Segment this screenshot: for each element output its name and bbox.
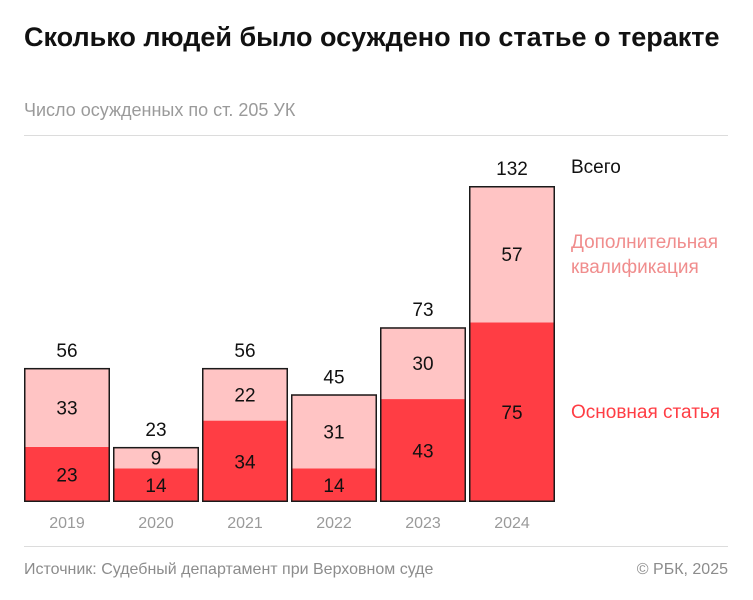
data-label: 22 — [234, 385, 255, 406]
bar-segment-main — [113, 468, 199, 502]
bar-segment-additional — [24, 367, 110, 447]
data-label: 43 — [412, 442, 433, 463]
bar-segment-main — [380, 399, 466, 502]
data-label: 23 — [56, 465, 77, 486]
divider — [24, 135, 728, 136]
data-label: 75 — [501, 403, 522, 424]
total-label: 132 — [496, 159, 528, 180]
bar-segment-main — [469, 322, 555, 502]
x-tick-label: 2021 — [227, 515, 263, 532]
legend-main: Основная статья — [571, 402, 720, 423]
bar-outline — [24, 367, 110, 502]
bar-segment-main — [24, 446, 110, 502]
data-label: 14 — [323, 476, 345, 497]
data-label: 31 — [323, 422, 344, 443]
total-label: 45 — [323, 367, 344, 388]
total-label: 23 — [145, 420, 166, 441]
legend-additional-line2: квалификация — [571, 257, 699, 278]
bar-segment-additional — [291, 394, 377, 469]
bar-segment-additional — [113, 446, 199, 469]
x-tick-label: 2020 — [138, 515, 174, 532]
total-label: 56 — [56, 341, 77, 362]
bar-segment-additional — [380, 327, 466, 400]
data-label: 57 — [501, 245, 522, 266]
bar-segment-additional — [469, 186, 555, 323]
data-label: 34 — [234, 452, 256, 473]
chart-title: Сколько людей было осуждено по статье о … — [24, 22, 720, 52]
bar-segment-main — [291, 468, 377, 502]
bar-outline — [113, 446, 199, 502]
bar-segment-main — [202, 420, 288, 502]
bar-outline — [380, 327, 466, 502]
data-label: 33 — [56, 398, 77, 419]
total-label: 73 — [412, 300, 433, 321]
data-label: 9 — [151, 449, 162, 470]
chart-subtitle: Число осужденных по ст. 205 УК — [24, 100, 296, 120]
data-label: 30 — [412, 354, 433, 375]
divider — [24, 546, 728, 547]
x-tick-label: 2022 — [316, 515, 352, 532]
bar-outline — [469, 186, 555, 502]
total-label: 56 — [234, 341, 255, 362]
x-tick-label: 2019 — [49, 515, 85, 532]
legend-total: Всего — [571, 157, 621, 178]
data-label: 14 — [145, 476, 167, 497]
bar-outline — [291, 394, 377, 503]
x-tick-label: 2023 — [405, 515, 441, 532]
x-tick-label: 2024 — [494, 515, 530, 532]
copyright: © РБК, 2025 — [636, 561, 728, 578]
bar-outline — [202, 367, 288, 502]
legend-additional-line1: Дополнительная — [571, 232, 718, 253]
source-note: Источник: Судебный департамент при Верхо… — [24, 561, 434, 578]
bar-segment-additional — [202, 367, 288, 421]
